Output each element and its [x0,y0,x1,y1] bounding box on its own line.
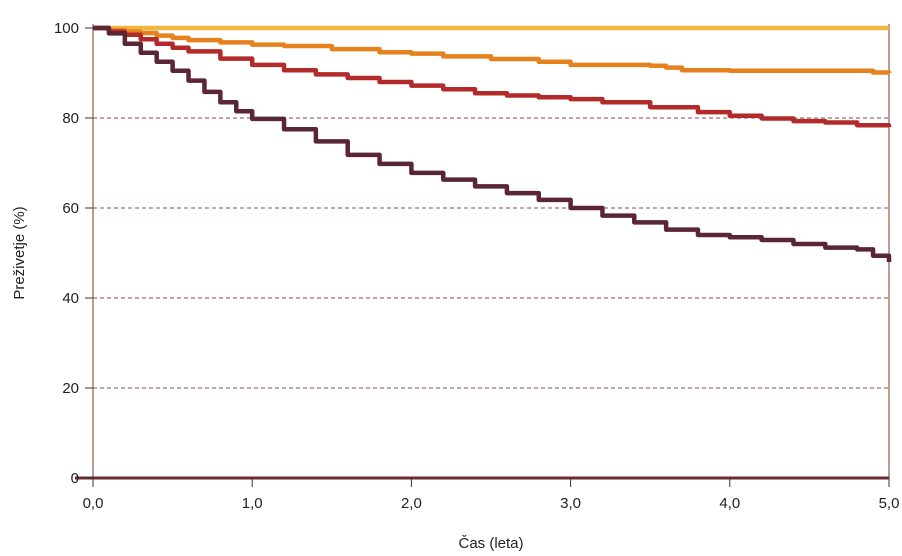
x-tick-label: 3,0 [560,495,581,512]
y-tick-label: 0 [71,470,79,487]
y-tick-label: 40 [62,290,79,307]
y-tick-label: 20 [62,380,79,397]
x-tick-label: 0,0 [83,495,104,512]
tick-labels: 0 20 40 60 80 100 0,0 1,0 2,0 3,0 4,0 5,0 [54,20,899,512]
x-tick-label: 4,0 [719,495,740,512]
series-line-2 [93,25,892,75]
grid-lines [93,117,889,389]
x-tick-label: 2,0 [401,495,422,512]
y-tick-label: 100 [54,20,79,37]
x-tick-label: 1,0 [242,495,263,512]
y-axis-title: Preživetje (%) [11,206,28,299]
series-line-3 [93,25,892,128]
axes [92,24,890,478]
y-tick-label: 60 [62,200,79,217]
x-tick-label: 5,0 [879,495,900,512]
series-line-4 [93,25,892,262]
series-lines [93,25,892,262]
x-axis-title: Čas (leta) [458,535,523,552]
y-tick-label: 80 [62,110,79,127]
